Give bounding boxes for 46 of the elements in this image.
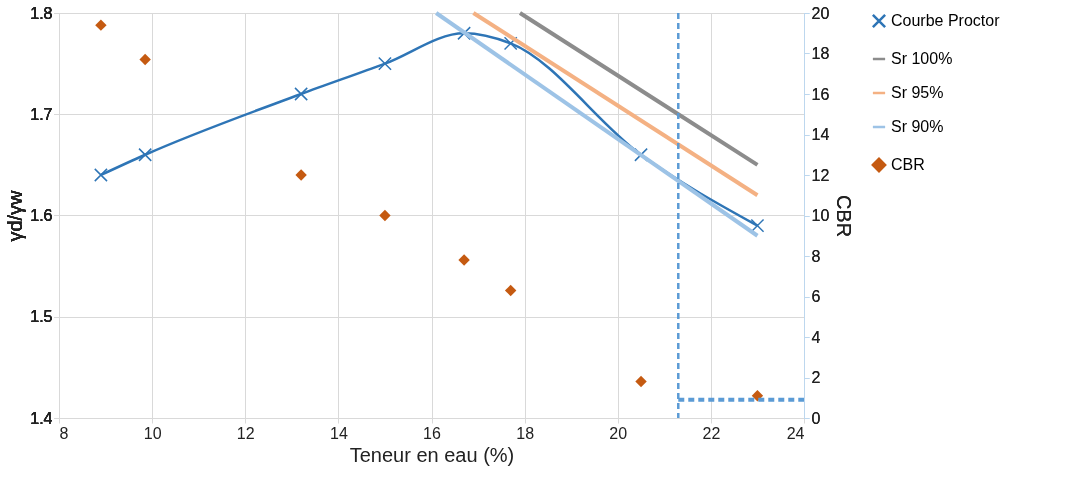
point — [458, 254, 470, 266]
y-tick-label: 1.4 — [30, 409, 53, 427]
y2-tick-label: 18 — [811, 45, 830, 62]
point — [635, 375, 647, 388]
y2-tick-label: 8 — [811, 247, 821, 265]
x-tick-label: 12 — [236, 424, 255, 442]
point — [750, 218, 765, 233]
y2-tick-label: 20 — [811, 4, 830, 22]
y2-tick-label: 16 — [811, 85, 830, 103]
point — [379, 209, 391, 222]
legend-label: Sr 95% — [891, 84, 944, 101]
x-tick-label: 22 — [702, 424, 721, 442]
point — [94, 168, 108, 182]
x-tick-label: 14 — [329, 424, 348, 442]
point — [378, 56, 392, 71]
legend-label: CBR — [891, 156, 925, 173]
y2-tick-label: 6 — [811, 288, 821, 305]
y2-tick-label: 2 — [811, 369, 821, 386]
x-tick-label: 16 — [423, 424, 441, 442]
y2-tick-label: 14 — [811, 126, 830, 143]
x-tick-label: 18 — [516, 424, 535, 442]
x-tick-label: 20 — [609, 424, 628, 442]
point — [139, 53, 151, 66]
y-tick-label: 1.7 — [30, 105, 53, 123]
y2-tick-label: 12 — [811, 166, 830, 184]
y-tick-label: 1.6 — [30, 207, 53, 224]
point — [95, 19, 107, 31]
point — [504, 284, 517, 297]
y2-axis-title: CBR — [833, 194, 856, 238]
y-tick-label: 1.8 — [30, 4, 53, 22]
x-tick-label: 8 — [59, 424, 69, 442]
point — [138, 147, 153, 162]
y2-tick-label: 4 — [811, 328, 821, 346]
x-tick-label: 24 — [786, 424, 805, 442]
legend-label: Sr 90% — [891, 118, 944, 135]
point — [294, 87, 308, 101]
point — [503, 36, 518, 51]
y2-tick-label: 0 — [811, 409, 821, 427]
y-tick-label: 1.5 — [30, 308, 53, 326]
legend-label: Courbe Proctor — [891, 12, 1001, 29]
x-axis-title: Teneur en eau (%) — [349, 443, 515, 466]
point — [295, 169, 307, 181]
x-tick-label: 10 — [143, 424, 162, 442]
y-axis-title: γd/γw — [4, 189, 27, 242]
y2-tick-label: 10 — [811, 207, 830, 224]
legend-label: Sr 100% — [891, 50, 953, 67]
